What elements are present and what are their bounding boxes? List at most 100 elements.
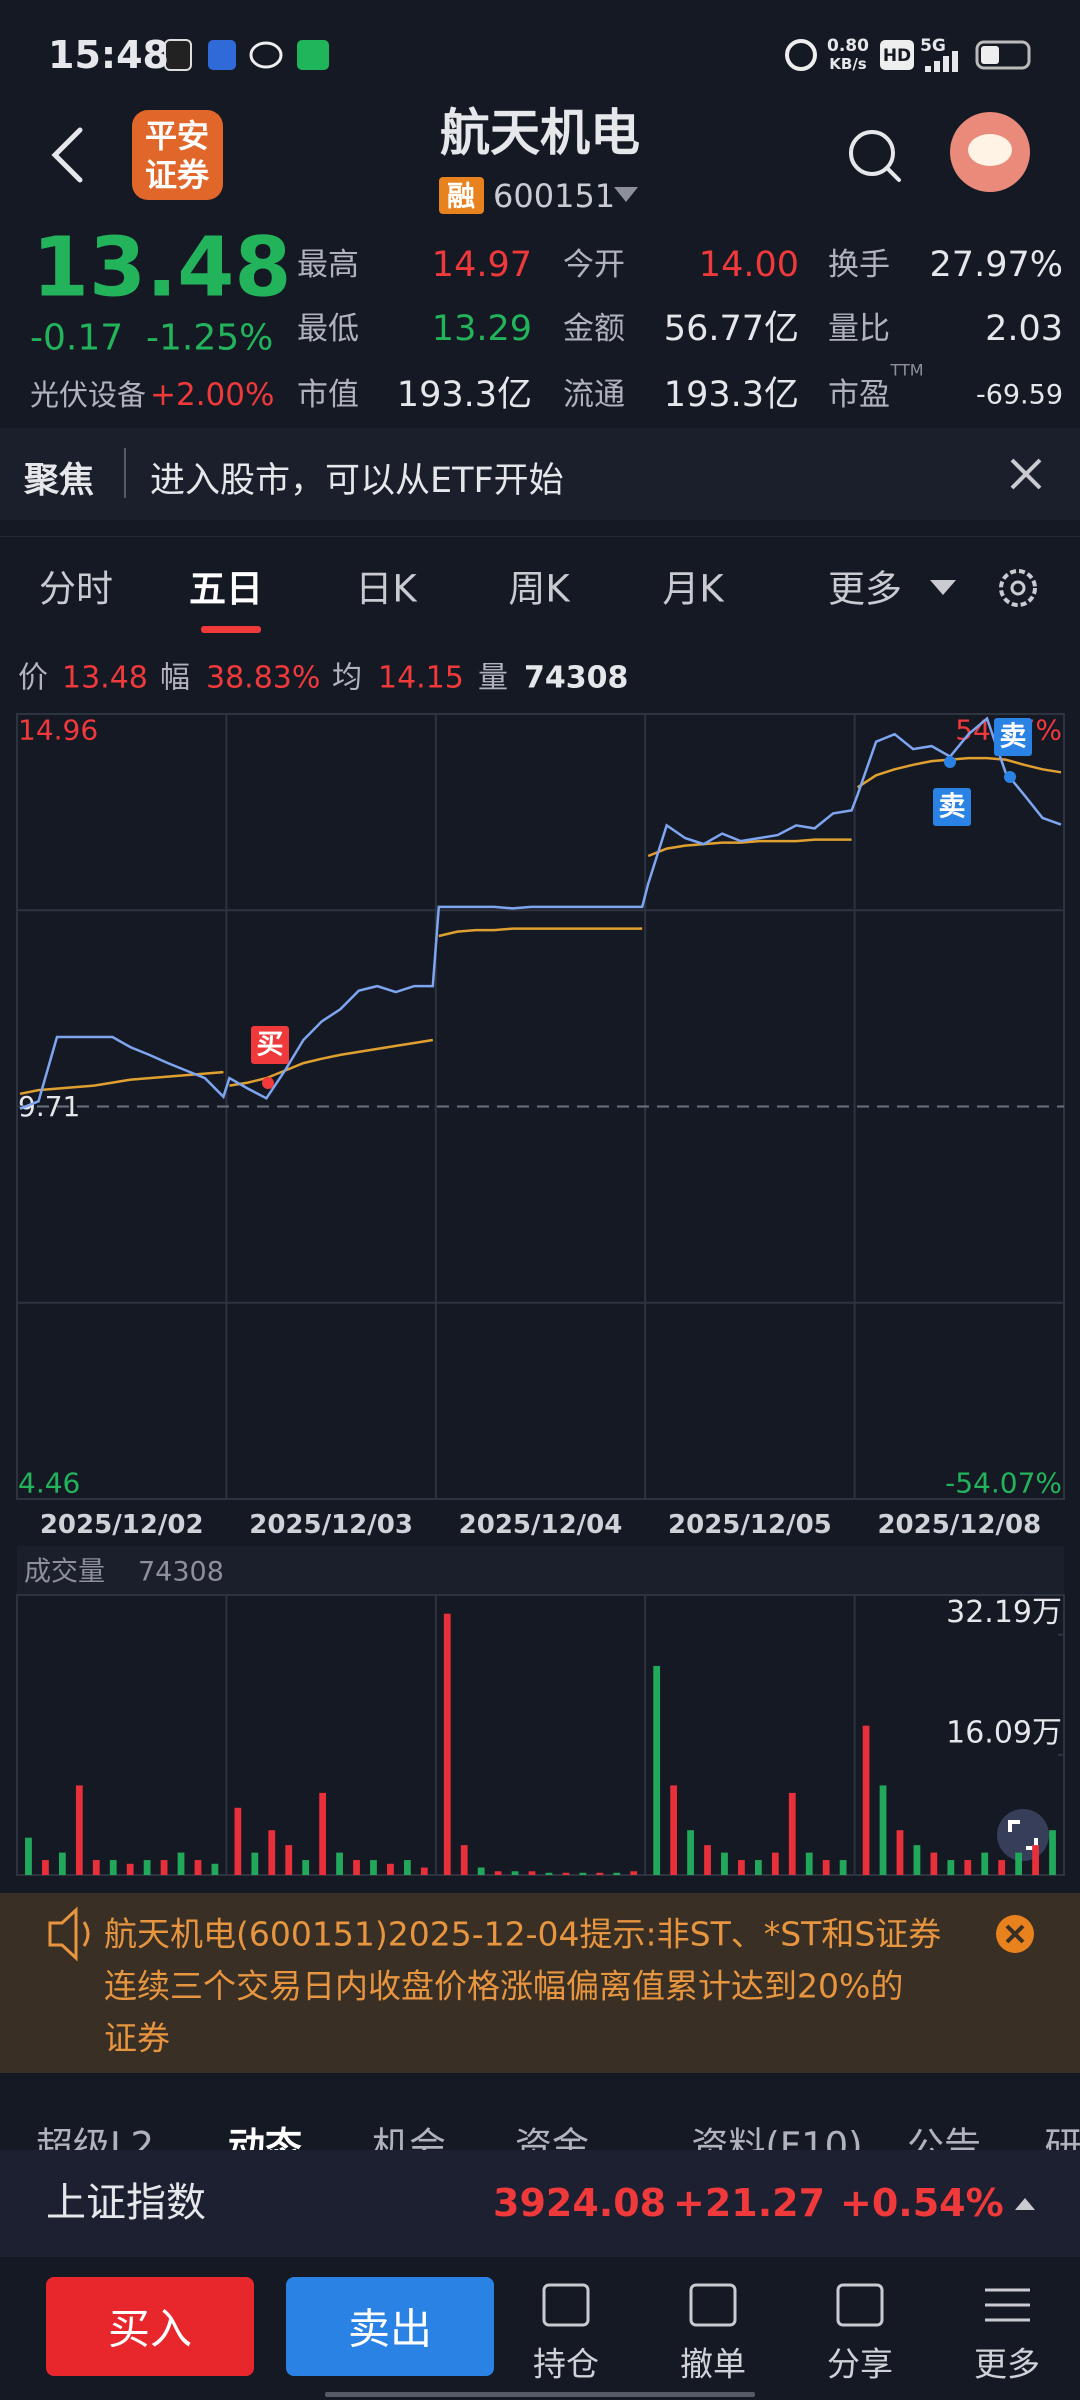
- chart-tab[interactable]: 周K: [508, 568, 571, 611]
- volume-bar: [947, 1860, 955, 1875]
- info-label: 价: [18, 661, 48, 696]
- info-label: 均: [332, 661, 362, 696]
- info-value: 38.83%: [206, 661, 320, 696]
- price-line: [19, 716, 1062, 1110]
- stock-name: 航天机电: [440, 104, 640, 162]
- volume-bar: [721, 1852, 728, 1875]
- index-bar[interactable]: [0, 2150, 1080, 2257]
- x-tick-label: 2025/12/05: [668, 1510, 832, 1540]
- stat-value: -69.59: [976, 380, 1063, 411]
- notice-bar[interactable]: [0, 1893, 1080, 2073]
- tool-label[interactable]: 撤单: [680, 2345, 746, 2384]
- section-tabs: 超级L2 动态 机会 资金 资料(F10) 公告 研: [36, 2125, 1080, 2168]
- more-icon[interactable]: [985, 2288, 1030, 2322]
- volume-bar: [771, 1852, 779, 1875]
- volume-bar: [822, 1860, 830, 1875]
- section-tab[interactable]: 动态: [228, 2125, 302, 2168]
- chart-tab[interactable]: 更多: [828, 568, 902, 611]
- network-type: 5G: [920, 36, 946, 56]
- volume-header: [17, 1546, 1064, 1595]
- index-change: +21.27: [673, 2181, 825, 2225]
- volume-bar: [704, 1845, 711, 1875]
- section-tab[interactable]: 机会: [372, 2125, 446, 2168]
- volume-bar: [687, 1830, 694, 1875]
- info-label: 量: [478, 661, 508, 696]
- buy-label[interactable]: 买入: [108, 2305, 192, 2354]
- broker-logo[interactable]: [132, 110, 223, 200]
- pct-tick-label: -54.07%: [945, 1467, 1062, 1500]
- settings-button[interactable]: [999, 569, 1037, 607]
- tool-label[interactable]: 分享: [827, 2345, 893, 2384]
- focus-bar[interactable]: [0, 428, 1080, 520]
- volume-bar: [387, 1863, 394, 1875]
- focus-close[interactable]: [1010, 458, 1042, 490]
- volume-bar: [92, 1860, 100, 1875]
- volume-bar: [336, 1852, 343, 1875]
- average-line: [229, 1038, 434, 1087]
- section-tab[interactable]: 研: [1045, 2125, 1080, 2168]
- back-button[interactable]: [51, 127, 83, 183]
- notice-line[interactable]: 航天机电(600151)2025-12-04提示:非ST、*ST和S证券: [104, 1915, 941, 1954]
- tool-label[interactable]: 持仓: [533, 2345, 599, 2384]
- more-dropdown[interactable]: [930, 580, 956, 595]
- section-tab[interactable]: 公告: [907, 2125, 981, 2168]
- y-tick-label: 14.96: [18, 714, 98, 747]
- battery: [975, 40, 1031, 70]
- volume-bar: [930, 1852, 938, 1875]
- section-tab[interactable]: 超级L2: [36, 2125, 154, 2168]
- search-button[interactable]: [849, 130, 895, 176]
- tool-label[interactable]: 更多: [974, 2345, 1040, 2384]
- battery-level: [981, 46, 999, 64]
- share-icon[interactable]: [836, 2283, 884, 2327]
- average-line: [647, 838, 852, 858]
- volume-bar: [879, 1785, 887, 1875]
- volume-bar: [788, 1792, 796, 1875]
- home-indicator: [325, 2392, 755, 2397]
- chart-tab[interactable]: 月K: [662, 568, 725, 611]
- margin-badge-text: 融: [447, 180, 475, 213]
- x-tick-label: 2025/12/02: [40, 1510, 204, 1540]
- trade-marker-label: 买: [257, 1030, 284, 1061]
- volume-bar: [194, 1860, 202, 1875]
- volume-bar: [420, 1867, 428, 1875]
- y-tick-label: 4.46: [18, 1467, 80, 1500]
- code-dropdown[interactable]: [614, 187, 638, 202]
- stat-label: 金额: [563, 311, 625, 347]
- volume-bar: [805, 1852, 813, 1875]
- status-time: 15:48: [48, 33, 169, 77]
- stat-label: 市值: [297, 377, 359, 413]
- index-expand[interactable]: [1015, 2198, 1035, 2210]
- sector-name: 光伏设备: [30, 378, 146, 412]
- stat-label: 换手: [828, 247, 890, 283]
- volume-bar: [613, 1872, 621, 1875]
- buy-button[interactable]: [46, 2277, 254, 2376]
- chart-tab[interactable]: 分时: [39, 568, 113, 611]
- divider: [0, 536, 1080, 537]
- index-change-pct: +0.54%: [840, 2181, 1004, 2225]
- focus-text[interactable]: 进入股市，可以从ETF开始: [150, 461, 564, 501]
- chart-tab[interactable]: 五日: [189, 568, 263, 611]
- speaker-icon: [48, 1906, 78, 1962]
- index-name: 上证指数: [46, 2180, 206, 2226]
- section-tab[interactable]: 资料(F10): [691, 2125, 862, 2168]
- volume-bar: [862, 1725, 870, 1875]
- volume-bar: [670, 1785, 678, 1875]
- cancel-icon[interactable]: [689, 2283, 737, 2327]
- volume-bar: [160, 1860, 168, 1875]
- volume-total: 74308: [138, 1557, 224, 1588]
- volume-bar: [545, 1872, 553, 1875]
- position-icon[interactable]: [542, 2283, 590, 2327]
- info-value: 13.48: [62, 661, 148, 696]
- app-icon: [297, 40, 329, 70]
- notice-line[interactable]: 证券: [104, 2019, 170, 2058]
- sell-button[interactable]: [286, 2277, 494, 2376]
- trade-marker: [251, 1026, 289, 1064]
- trade-marker: [994, 718, 1032, 756]
- expand-button[interactable]: [997, 1809, 1049, 1861]
- section-tab[interactable]: 资金: [515, 2125, 589, 2168]
- sell-label[interactable]: 卖出: [348, 2305, 432, 2354]
- chart-tab[interactable]: 日K: [355, 568, 418, 611]
- volume-bar: [477, 1867, 485, 1875]
- notice-line[interactable]: 连续三个交易日内收盘价格涨幅偏离值累计达到20%的: [104, 1967, 903, 2006]
